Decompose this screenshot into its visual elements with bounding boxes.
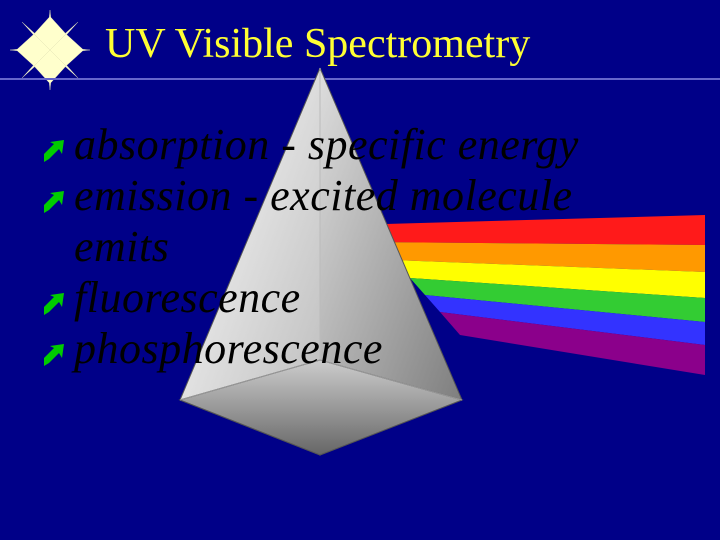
bullet-label: fluorescence: [74, 273, 301, 324]
bullet-item-continuation: emits: [40, 222, 680, 273]
slide-title: UV Visible Spectrometry: [105, 20, 530, 68]
bullet-item: fluorescence: [40, 273, 680, 324]
bullet-label: emits: [74, 222, 169, 273]
bullet-list: absorption - specific energy emission - …: [40, 120, 680, 375]
bullet-label: emission - excited molecule: [74, 171, 573, 222]
bullet-item: absorption - specific energy: [40, 120, 680, 171]
arrow-icon: [40, 189, 68, 222]
arrow-icon: [40, 291, 68, 324]
arrow-icon: [40, 138, 68, 171]
bullet-item: emission - excited molecule: [40, 171, 680, 222]
bullet-label: phosphorescence: [74, 324, 383, 375]
arrow-icon: [40, 342, 68, 375]
bullet-item: phosphorescence: [40, 324, 680, 375]
bullet-label: absorption - specific energy: [74, 120, 579, 171]
title-underline: [0, 78, 720, 80]
